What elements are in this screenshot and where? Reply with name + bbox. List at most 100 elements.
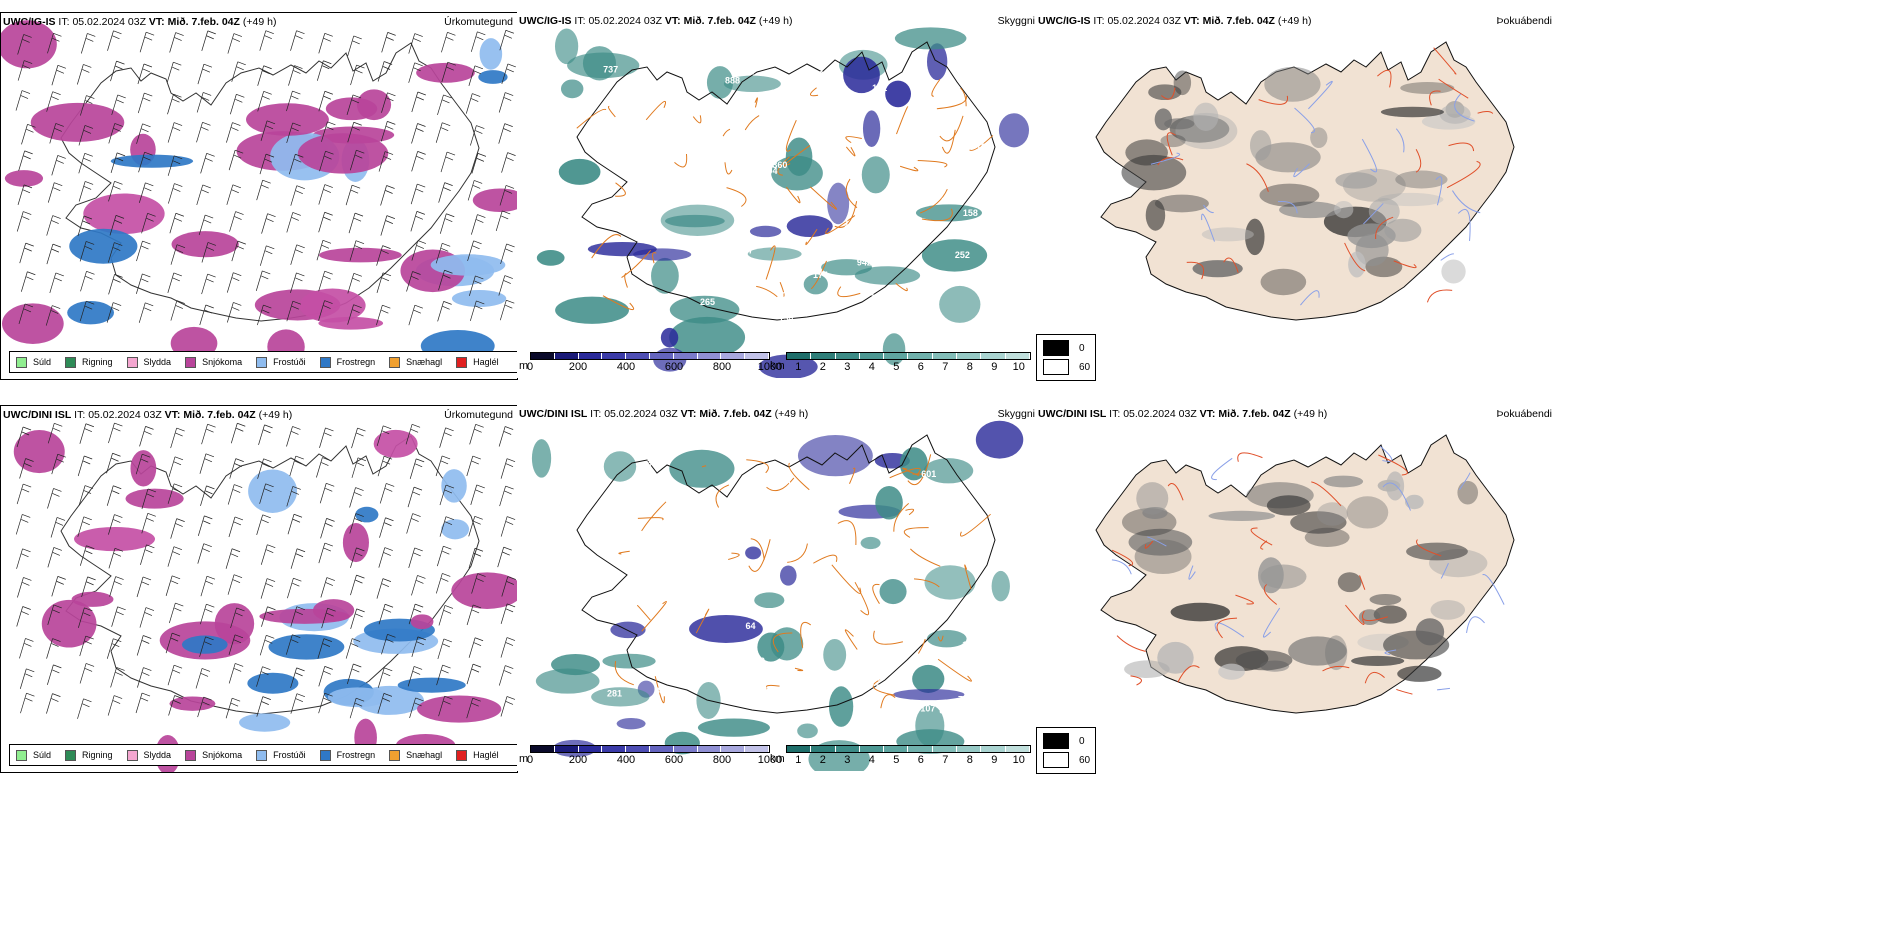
legend-item: Haglél (456, 356, 499, 368)
scale-tick-label: 800 (712, 361, 732, 373)
legend-item: Súld (16, 749, 52, 761)
visibility-value-label: 222 (865, 677, 880, 687)
scale-cell (626, 746, 650, 752)
scale-tick-label: 1000 (757, 754, 783, 766)
scale-cell (811, 353, 836, 359)
legend-item: Snæhagl (389, 356, 443, 368)
visibility-value-label: 941 (642, 128, 657, 138)
scale-cell (626, 353, 650, 359)
legend-swatch (319, 749, 331, 761)
scale-tick-label: 9 (991, 361, 998, 373)
panel-title: Þokuábendi (1496, 408, 1552, 420)
scale-tick-label: 400 (616, 754, 636, 766)
scale-cell (721, 746, 746, 752)
legend-item: Haglél (456, 749, 499, 761)
visibility-value-label: 360 (772, 160, 787, 170)
scale-tick-label: 7 (942, 754, 949, 766)
legend-swatch (319, 356, 331, 368)
visibility-value-label: 900 (809, 69, 824, 79)
scale-tick-label: 1 (795, 754, 802, 766)
legend-swatch (185, 356, 197, 368)
legend-swatch (389, 749, 401, 761)
scale-cell (578, 353, 603, 359)
visibility-value-label: 219 (601, 284, 616, 294)
legend-label: Súld (33, 357, 52, 367)
scale-tick-label: 6 (917, 754, 924, 766)
fog-legend-swatch (1043, 733, 1069, 749)
scale-cell (981, 353, 1006, 359)
scale-cell (531, 746, 555, 752)
fog-panel-row1: UWC/IG-IS IT: 05.02.2024 03Z VT: Mið. 7.… (1036, 12, 1556, 378)
scale-cell (602, 746, 627, 752)
scale-cell (721, 353, 746, 359)
scale-cell (811, 746, 836, 752)
scale-cell (932, 746, 958, 752)
panel-title: Þokuábendi (1496, 15, 1552, 27)
scale-tick-label: 8 (966, 361, 973, 373)
visibility-value-label: 281 (607, 688, 622, 698)
scale-cell (745, 353, 769, 359)
panel-header: UWC/IG-IS IT: 05.02.2024 03Z VT: Mið. 7.… (1038, 15, 1312, 27)
legend-label: Haglél (473, 357, 499, 367)
visibility-value-label: 500 (739, 148, 754, 158)
fog-legend-swatch (1043, 359, 1069, 375)
visibility-value-label: 101 (872, 83, 887, 93)
legend-item: Rigning (65, 356, 113, 368)
legend-label: Snæhagl (406, 357, 443, 367)
visibility-value-label: 64 (746, 621, 756, 631)
fog-legend-swatch (1043, 340, 1069, 356)
height-scale: 0 200 400 600 800 1000 (527, 352, 782, 373)
scale-tick-label: 200 (568, 754, 588, 766)
fog-legend-item: 0 (1043, 340, 1085, 356)
scale-tick-label: 7 (942, 361, 949, 373)
visibility-value-label: 78 (958, 694, 968, 704)
precip-type-legend: Súld Rigning Slydda Snjókoma Frostúði Frostre… (9, 744, 517, 766)
scale-tick-label: 6 (917, 361, 924, 373)
visibility-value-label: 737 (634, 316, 649, 326)
visibility-value-label: 112 (761, 236, 776, 246)
fog-legend-item: 60 (1043, 359, 1090, 375)
legend-label: Súld (33, 750, 52, 760)
scale-tick-label: 600 (664, 754, 684, 766)
legend-label: Snjókoma (202, 750, 243, 760)
panel-header: UWC/DINI ISL IT: 05.02.2024 03Z VT: Mið.… (519, 408, 809, 420)
precip-type-legend: Súld Rigning Slydda Snjókoma Frostúði Frostre… (9, 351, 517, 373)
scale-cell (578, 746, 603, 752)
fog-panel-row2: UWC/DINI ISL IT: 05.02.2024 03Z VT: Mið.… (1036, 405, 1556, 771)
fog-indicator-map (1095, 41, 1515, 321)
scale-tick-label: 10 (1012, 361, 1025, 373)
panel-title: Úrkomutegund (444, 409, 513, 421)
scale-cell (859, 746, 885, 752)
visibility-value-label: 143 (844, 219, 859, 229)
height-scale: 0 200 400 600 800 1000 (527, 745, 782, 766)
visibility-value-label: 174 (813, 270, 828, 280)
fog-legend-label: 60 (1079, 361, 1091, 373)
scale-tick-label: 8 (966, 754, 973, 766)
visibility-value-label: 601 (921, 469, 936, 479)
visibility-value-label: 942 (857, 257, 872, 267)
km-unit: km (770, 753, 785, 765)
visibility-value-label: 122 (720, 656, 735, 666)
legend-swatch (456, 356, 468, 368)
scale-cell (835, 353, 860, 359)
scale-cell (787, 353, 812, 359)
visibility-value-label: 96 (908, 158, 918, 168)
fog-legend-swatch (1043, 752, 1069, 768)
visibility-value-label: 737 (603, 64, 618, 74)
km-scale: 1 2 3 4 5 6 7 8 9 10 (786, 745, 1031, 766)
legend-item: Rigning (65, 749, 113, 761)
visibility-value-label: 108 (953, 552, 968, 562)
scale-tick-label: 800 (712, 754, 732, 766)
legend-label: Rigning (82, 750, 113, 760)
visibility-value-label: 304 (763, 166, 778, 176)
scale-cell (697, 746, 722, 752)
visibility-value-label: 107 (920, 703, 935, 713)
visibility-value-label: 105 (675, 530, 690, 540)
legend-label: Frostregn (336, 357, 376, 367)
scale-cell (884, 353, 909, 359)
scale-cell (697, 353, 722, 359)
scale-cell (932, 353, 958, 359)
visibility-value-label: 100 (962, 640, 977, 650)
km-scale: 1 2 3 4 5 6 7 8 9 10 (786, 352, 1031, 373)
scale-tick-label: 2 (819, 361, 826, 373)
